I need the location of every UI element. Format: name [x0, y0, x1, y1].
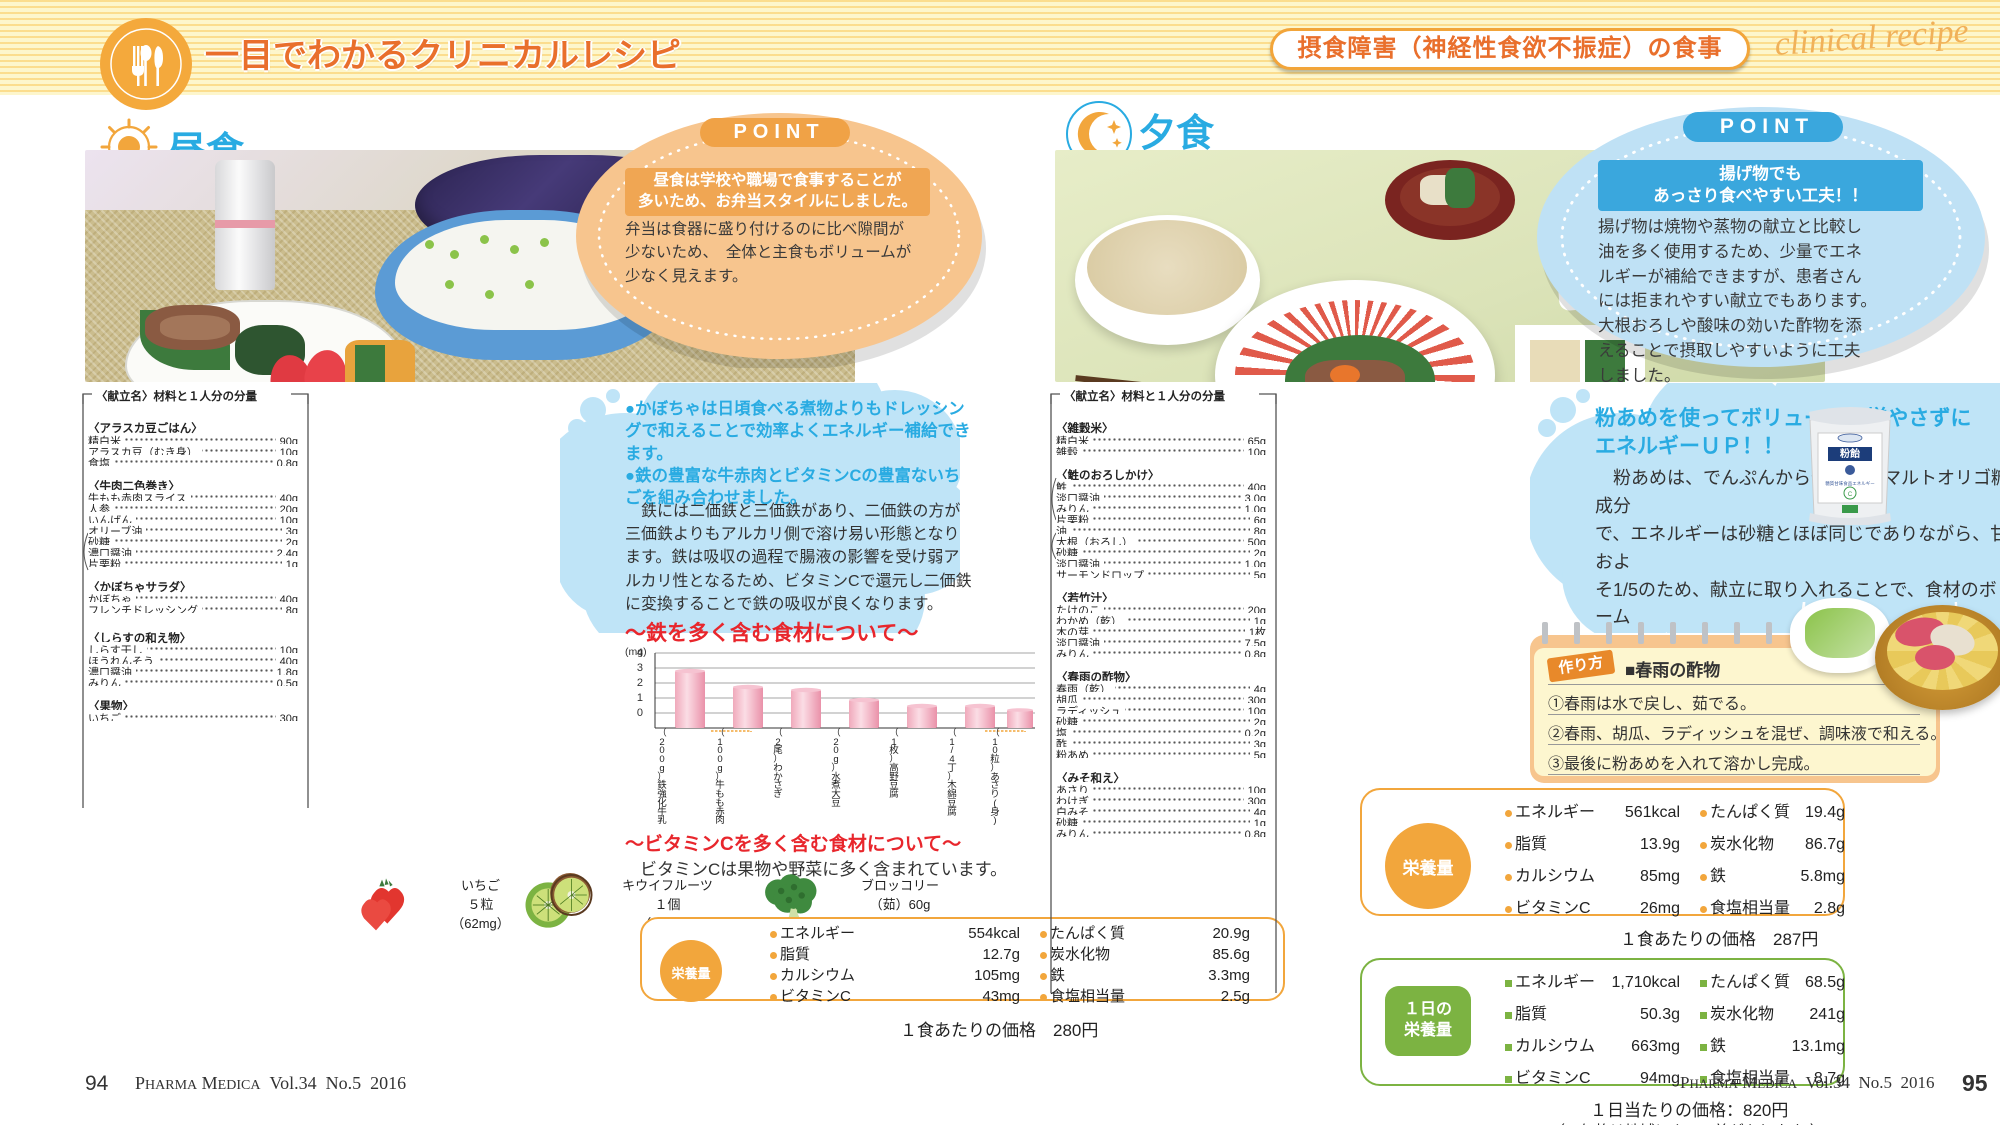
svg-text:粉飴: 粉飴	[1840, 447, 1860, 460]
svg-text:1: 1	[637, 692, 643, 704]
svg-text:2: 2	[637, 677, 643, 689]
svg-text:糖質甘味食品エネルギー: 糖質甘味食品エネルギー	[1825, 480, 1875, 487]
svg-text:0: 0	[637, 707, 643, 719]
svg-text:4: 4	[637, 647, 643, 659]
svg-text:C: C	[1848, 492, 1853, 498]
svg-text:(mg): (mg)	[625, 647, 647, 658]
svg-text:3: 3	[637, 662, 643, 674]
